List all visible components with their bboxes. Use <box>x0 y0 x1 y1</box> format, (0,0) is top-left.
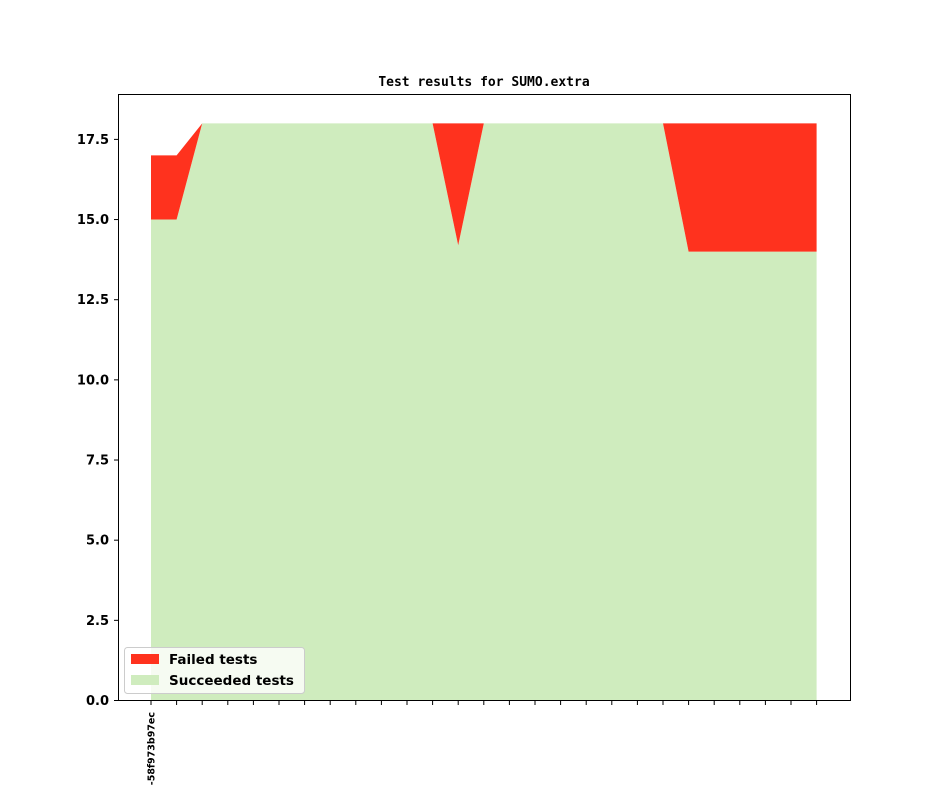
y-tick-label: 12.5 <box>77 293 109 308</box>
y-axis: 0.0 2.5 5.0 7.5 10.0 12.5 15.0 17.5 <box>77 133 119 709</box>
y-tick-label: 15.0 <box>77 213 109 228</box>
y-tick-label: 0.0 <box>86 694 109 709</box>
y-tick-label: 10.0 <box>77 373 109 388</box>
legend-label-failed: Failed tests <box>169 652 257 668</box>
legend-box <box>124 647 305 694</box>
y-tick-label: 2.5 <box>86 614 109 629</box>
legend-label-succeeded: Succeeded tests <box>169 673 294 689</box>
y-tick-label: 5.0 <box>86 534 109 549</box>
plot-frame <box>118 94 851 701</box>
chart-title: Test results for SUMO.extra <box>378 75 589 90</box>
plot-areas <box>151 123 817 701</box>
area-succeeded <box>151 123 817 701</box>
y-tick-label: 7.5 <box>86 454 109 469</box>
x-tick-label: -58f973b97ec <box>147 712 158 785</box>
area-failed <box>151 123 817 252</box>
legend: Failed tests Succeeded tests <box>124 647 305 694</box>
legend-swatch-failed <box>131 654 159 664</box>
x-axis: -58f973b97ec <box>147 700 818 785</box>
y-tick-label: 17.5 <box>77 133 109 148</box>
legend-swatch-succeeded <box>131 675 159 685</box>
